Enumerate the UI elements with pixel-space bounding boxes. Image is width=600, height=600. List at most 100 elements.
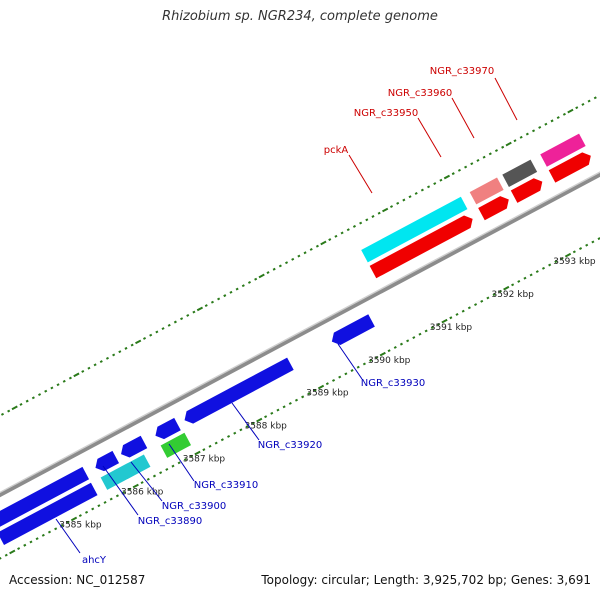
minor-tick	[346, 228, 350, 232]
leader-line	[451, 97, 475, 139]
major-tick	[70, 516, 78, 522]
minor-tick	[340, 231, 344, 235]
minor-tick	[356, 365, 360, 369]
minor-tick	[455, 313, 459, 316]
minor-tick	[538, 126, 542, 129]
major-tick	[320, 240, 327, 246]
tick-label: 3591 kbp	[430, 323, 473, 333]
forward-gene-NGR-c33970[interactable]	[548, 150, 594, 183]
minor-tick	[492, 293, 496, 297]
minor-tick	[482, 155, 486, 159]
minor-tick	[451, 172, 455, 176]
minor-tick	[412, 336, 416, 339]
minor-tick	[180, 317, 184, 321]
minor-tick	[467, 306, 471, 310]
minor-tick	[511, 283, 515, 287]
major-tick	[564, 252, 572, 258]
minor-tick	[591, 240, 595, 244]
feature-NGR-c33950-pink[interactable]	[469, 177, 504, 205]
feature-NGR-c33970-magenta[interactable]	[540, 133, 586, 167]
minor-tick	[554, 260, 558, 264]
minor-tick	[529, 273, 533, 277]
minor-tick	[430, 326, 434, 330]
minor-tick	[186, 313, 190, 317]
minor-tick	[202, 448, 206, 452]
minor-tick	[494, 149, 499, 152]
tick-label: 3593 kbp	[553, 257, 596, 267]
reverse-gene-small-a[interactable]	[92, 450, 120, 474]
minor-tick	[23, 543, 27, 547]
minor-tick	[535, 270, 539, 274]
leader-line	[168, 443, 195, 482]
major-tick	[443, 174, 451, 180]
label-NGR-c33920: NGR_c33920	[258, 440, 323, 451]
forward-gene-NGR-c33950[interactable]	[478, 193, 512, 221]
reverse-gene-ahcY[interactable]	[0, 466, 90, 530]
minor-tick	[4, 553, 8, 557]
minor-tick	[97, 504, 101, 508]
minor-tick	[461, 309, 465, 313]
minor-tick	[130, 343, 134, 347]
minor-tick	[541, 266, 546, 270]
feature-pckA-cyan[interactable]	[361, 196, 468, 263]
minor-tick	[525, 132, 529, 136]
minor-tick	[177, 461, 181, 465]
major-tick	[567, 108, 574, 114]
minor-tick	[62, 379, 66, 383]
minor-tick	[124, 346, 128, 350]
minor-tick	[427, 185, 431, 189]
minor-tick	[439, 178, 443, 182]
minor-tick	[239, 428, 243, 432]
major-tick	[11, 405, 18, 411]
minor-tick	[532, 129, 536, 133]
minor-tick	[159, 471, 163, 475]
minor-tick	[288, 402, 292, 405]
forward-gene-NGR-c33960[interactable]	[510, 175, 546, 203]
tick-label: 3588 kbp	[244, 422, 287, 432]
leader-line	[348, 154, 373, 194]
minor-tick	[56, 383, 60, 387]
minor-tick	[93, 363, 97, 367]
major-tick	[135, 339, 142, 345]
minor-tick	[399, 342, 403, 346]
major-tick	[132, 483, 139, 489]
minor-tick	[480, 299, 484, 303]
minor-tick	[264, 415, 268, 419]
reverse-gene-NGR-c33920[interactable]	[181, 357, 294, 427]
label-NGR-c33970: NGR_c33970	[430, 66, 495, 77]
label-NGR-c33900: NGR_c33900	[162, 501, 227, 512]
minor-tick	[50, 386, 54, 390]
minor-tick	[220, 438, 224, 442]
minor-tick	[251, 421, 255, 425]
major-tick	[9, 549, 16, 555]
minor-tick	[474, 303, 478, 307]
tick-label: 3589 kbp	[306, 389, 349, 399]
minor-tick	[149, 333, 153, 337]
minor-tick	[41, 533, 45, 537]
minor-tick	[91, 507, 95, 511]
reverse-gene-small-b[interactable]	[118, 435, 148, 461]
minor-tick	[303, 251, 307, 255]
reverse-feature-ahcY[interactable]	[0, 482, 98, 545]
minor-tick	[254, 277, 258, 281]
reverse-feature-NGR-c33900[interactable]	[160, 432, 192, 458]
reverse-gene-NGR-c33930[interactable]	[329, 314, 375, 348]
minor-tick	[297, 254, 301, 258]
reverse-feature-NGR-c33890[interactable]	[100, 454, 151, 490]
minor-tick	[118, 350, 122, 354]
leader-line	[55, 518, 81, 554]
forward-gene-pckA[interactable]	[369, 213, 476, 279]
minor-tick	[31, 396, 35, 400]
minor-tick	[140, 481, 144, 485]
feature-NGR-c33960-gray[interactable]	[502, 159, 538, 187]
genome-backbone	[0, 144, 600, 507]
minor-tick	[464, 165, 468, 169]
minor-tick	[332, 378, 336, 382]
minor-tick	[424, 329, 428, 333]
reverse-gene-NGR-c33910[interactable]	[152, 417, 181, 442]
genome-summary-text: Topology: circular; Length: 3,925,702 bp…	[261, 573, 591, 587]
minor-tick	[54, 527, 58, 531]
minor-tick	[402, 198, 406, 202]
minor-tick	[476, 158, 480, 162]
